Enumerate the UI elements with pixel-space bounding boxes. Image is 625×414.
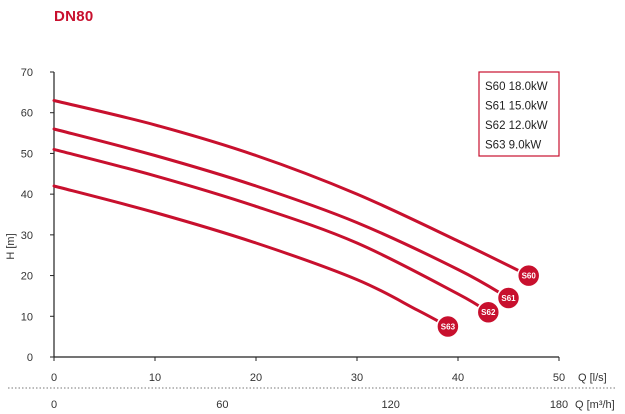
y-tick-label: 30 — [21, 230, 33, 242]
x-axis-label: Q [l/s] — [578, 372, 607, 384]
y-tick-label: 60 — [21, 108, 33, 120]
badge-s63 — [436, 314, 460, 339]
series-line-s61 — [52, 127, 510, 300]
legend: S60 18.0kW S61 15.0kW S62 12.0kW S63 9.0kW — [478, 71, 560, 157]
y-tick-label: 0 — [27, 352, 33, 364]
series-line-s62 — [52, 147, 490, 314]
series-line-s60 — [52, 99, 531, 278]
curve-badges: S60 S61 S62 S63 — [436, 263, 541, 339]
x-tick-label: 0 — [51, 372, 57, 384]
y-axis-label: H [m] — [5, 233, 17, 259]
legend-entry: S62 12.0kW — [485, 120, 548, 132]
x2-tick-label: 0 — [51, 399, 57, 411]
y-tick-label: 50 — [21, 148, 33, 160]
legend-entry: S63 9.0kW — [485, 140, 541, 152]
x-tick-label: 10 — [149, 372, 161, 384]
legend-box — [478, 71, 560, 157]
x-tick-label: 20 — [250, 372, 262, 384]
y-tick-label: 40 — [21, 189, 33, 201]
badge-label-s62: S62 — [481, 308, 496, 317]
badge-label-s60: S60 — [522, 272, 537, 281]
badge-label-s61: S61 — [501, 294, 516, 303]
y-tick-label: 70 — [21, 67, 33, 79]
x-tick-label: 50 — [553, 372, 565, 384]
axes: 0 10 20 30 40 50 60 70 H [m] 0 10 20 30 40 50 Q [l/s] 0 6… — [5, 67, 617, 411]
legend-entry: S60 18.0kW — [485, 81, 548, 93]
x2-axis-label: Q [m³/h] — [575, 399, 615, 411]
y-tick-label: 10 — [21, 311, 33, 323]
curves — [52, 99, 531, 328]
x-tick-label: 40 — [452, 372, 464, 384]
badge-s62 — [476, 300, 501, 324]
x2-tick-label: 180 — [550, 399, 568, 411]
badge-s60 — [516, 263, 541, 288]
y-tick-label: 20 — [21, 271, 33, 283]
legend-entry: S61 15.0kW — [485, 101, 548, 113]
series-line-s63 — [52, 184, 450, 328]
x2-tick-label: 120 — [381, 399, 399, 411]
badge-label-s63: S63 — [441, 322, 456, 331]
x-tick-label: 30 — [351, 372, 363, 384]
x2-tick-label: 60 — [216, 399, 228, 411]
badge-s61 — [496, 286, 521, 310]
chart-title: DN80 — [54, 8, 94, 25]
